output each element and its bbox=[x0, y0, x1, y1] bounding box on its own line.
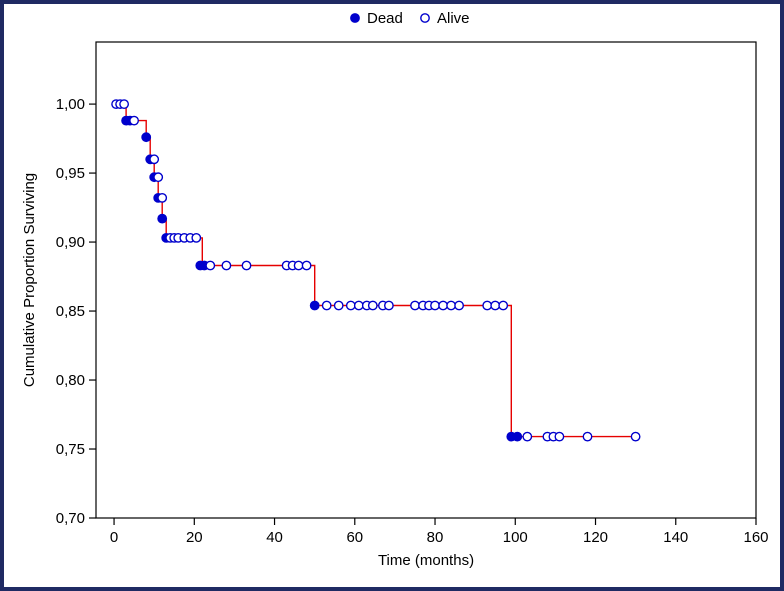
legend-dead-label: Dead bbox=[367, 10, 403, 27]
alive-marker bbox=[454, 300, 464, 311]
legend-alive-marker-icon bbox=[420, 13, 430, 23]
alive-marker bbox=[582, 431, 593, 442]
alive-marker bbox=[446, 300, 456, 311]
alive-marker bbox=[438, 300, 448, 311]
alive-marker bbox=[630, 431, 641, 442]
y-axis-title: Cumulative Proportion Surviving bbox=[21, 173, 38, 387]
y-tick-label: 0,70 bbox=[56, 510, 85, 527]
y-tick-label: 0,75 bbox=[56, 441, 85, 458]
alive-marker bbox=[333, 300, 344, 311]
alive-marker bbox=[205, 260, 216, 271]
alive-marker bbox=[367, 300, 378, 311]
alive-marker bbox=[191, 232, 202, 243]
alive-marker bbox=[301, 260, 312, 271]
alive-marker bbox=[410, 300, 420, 311]
x-axis-title: Time (months) bbox=[378, 552, 474, 569]
alive-marker bbox=[119, 99, 130, 110]
y-tick-label: 1,00 bbox=[56, 96, 85, 113]
legend-dead-marker-icon bbox=[350, 13, 360, 23]
x-tick-label: 20 bbox=[186, 529, 203, 546]
y-tick-label: 0,80 bbox=[56, 372, 85, 389]
alive-marker bbox=[321, 300, 332, 311]
alive-marker bbox=[522, 431, 533, 442]
alive-marker bbox=[482, 300, 493, 311]
alive-marker bbox=[345, 300, 356, 311]
dead-marker bbox=[141, 132, 152, 143]
x-tick-label: 100 bbox=[503, 529, 528, 546]
y-tick-label: 0,85 bbox=[56, 303, 85, 320]
alive-marker bbox=[353, 300, 364, 311]
x-tick-label: 0 bbox=[110, 529, 118, 546]
dead-marker bbox=[512, 431, 523, 442]
legend-alive-label: Alive bbox=[437, 10, 470, 27]
dead-marker bbox=[309, 300, 320, 311]
alive-marker bbox=[149, 154, 160, 165]
dead-marker bbox=[157, 213, 168, 224]
alive-marker bbox=[241, 260, 252, 271]
plot-area bbox=[95, 41, 757, 519]
alive-marker bbox=[221, 260, 232, 271]
x-tick-label: 60 bbox=[346, 529, 363, 546]
alive-marker bbox=[430, 300, 440, 311]
x-tick-label: 80 bbox=[427, 529, 444, 546]
legend: Dead Alive bbox=[350, 10, 470, 27]
x-tick-label: 40 bbox=[266, 529, 283, 546]
alive-marker bbox=[490, 300, 501, 311]
alive-marker bbox=[383, 300, 394, 311]
alive-marker bbox=[157, 192, 168, 203]
alive-marker bbox=[153, 172, 164, 183]
x-tick-label: 140 bbox=[663, 529, 688, 546]
plot-layer: 0 20 40 60 80 100 120 140 160 0,70 0,75 0,80 0,85 0,9… bbox=[56, 41, 769, 546]
y-tick-label: 0,95 bbox=[56, 165, 85, 182]
alive-marker bbox=[129, 115, 140, 126]
alive-marker bbox=[293, 260, 304, 271]
y-tick-label: 0,90 bbox=[56, 234, 85, 251]
alive-marker bbox=[554, 431, 565, 442]
x-tick-label: 160 bbox=[743, 529, 768, 546]
alive-marker bbox=[498, 300, 509, 311]
x-tick-label: 120 bbox=[583, 529, 608, 546]
survival-chart: 0 20 40 60 80 100 120 140 160 0,70 0,75 0,80 0,85 0,9… bbox=[21, 10, 769, 569]
